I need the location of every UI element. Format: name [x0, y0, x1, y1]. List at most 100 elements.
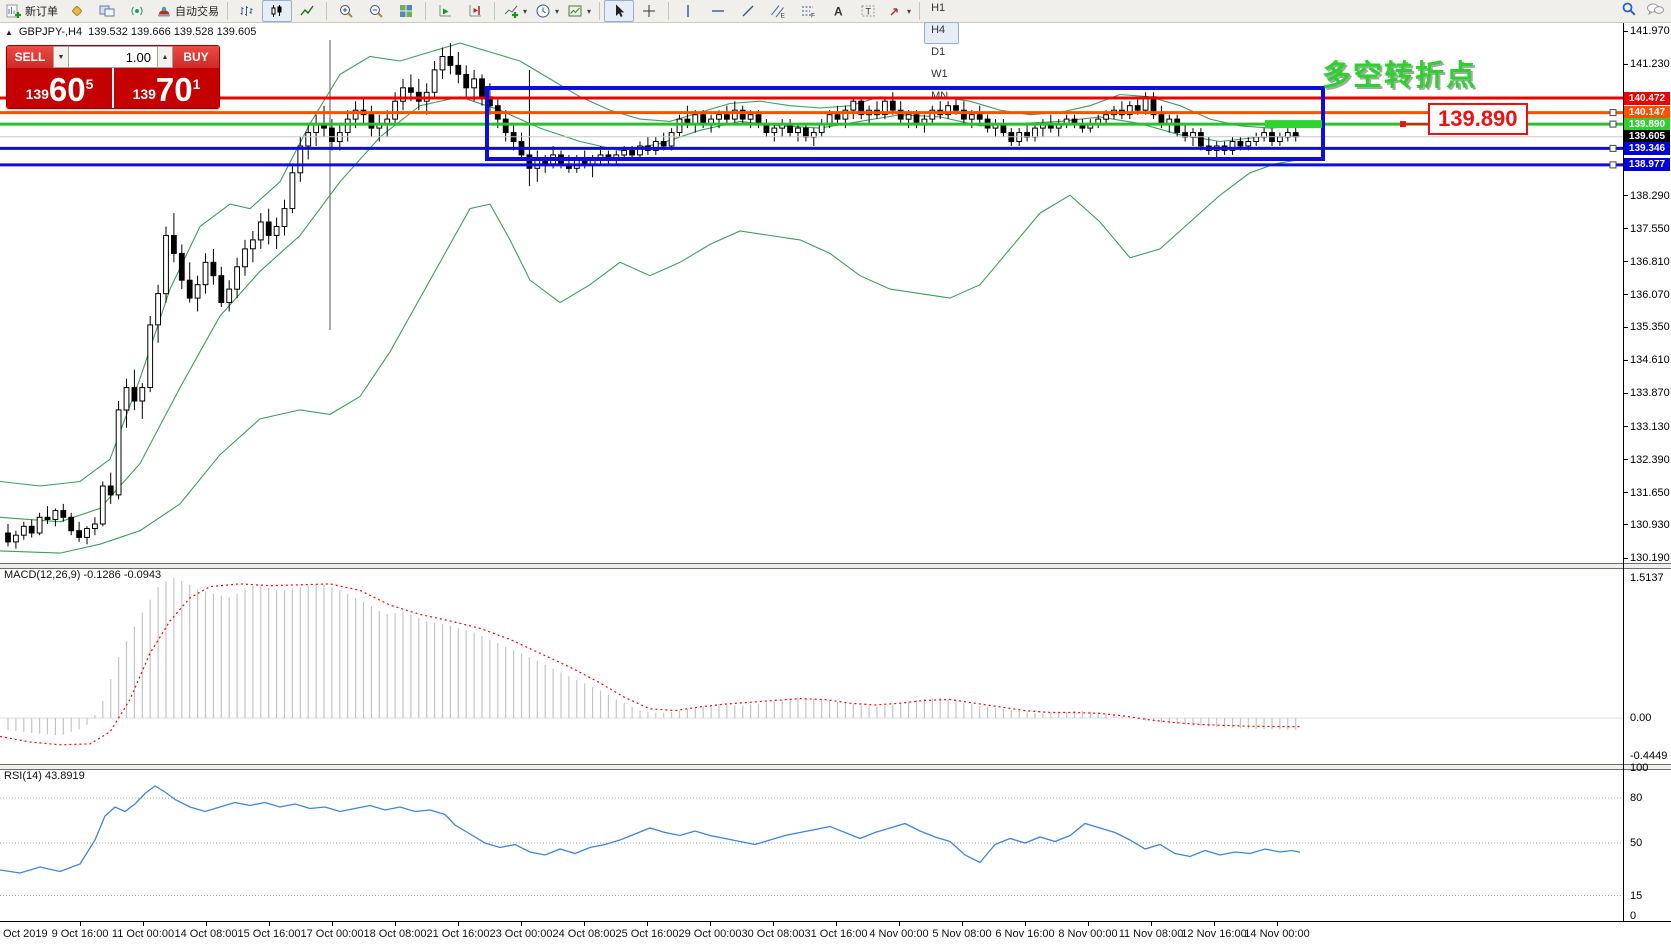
bar-chart-button[interactable]: [232, 0, 262, 22]
chart-shift-button[interactable]: [460, 0, 490, 22]
toolbar-separator: [599, 2, 601, 20]
sell-button[interactable]: SELL: [7, 46, 53, 68]
candlestick-chart-button[interactable]: [262, 0, 292, 22]
arrow-object-icon: [890, 8, 898, 16]
time-tick-mark: [836, 922, 837, 926]
toolbar: 新订单 自动交易: [0, 0, 1671, 102]
trendline-icon: [742, 5, 754, 17]
auto-scroll-icon: [439, 5, 451, 17]
horizontal-line-tool-button[interactable]: [703, 0, 733, 22]
time-tick-mark: [1088, 922, 1089, 926]
price-tick-label: 135.350: [1630, 321, 1670, 334]
time-tick-mark: [1025, 922, 1026, 926]
time-tick-mark: [647, 922, 648, 926]
time-axis-label: 29 Oct 00:00: [678, 928, 742, 940]
sell-price-sup: 5: [85, 76, 94, 92]
price-axis-border: [1623, 23, 1624, 921]
volume-input[interactable]: 1.00: [69, 46, 157, 68]
time-axis-label: 14 Oct 08:00: [174, 928, 238, 940]
time-axis-label: 17 Oct 00:00: [300, 928, 364, 940]
timeframe-button-w1[interactable]: W1: [931, 68, 948, 80]
cursor-icon: [616, 4, 625, 17]
templates-button[interactable]: ▾: [563, 0, 595, 22]
time-tick-mark: [143, 922, 144, 926]
fibonacci-tool-button[interactable]: F: [793, 0, 823, 22]
rsi-scale-label: 80: [1630, 792, 1643, 804]
one-click-trading-panel: SELL ▼ 1.00 ▲ BUY 139 60 5 139 70 1: [6, 45, 220, 109]
sell-price[interactable]: 139 60 5: [7, 68, 112, 108]
label-tool-button[interactable]: T: [853, 0, 883, 22]
volume-decrease-button[interactable]: ▼: [53, 46, 69, 68]
trendline-tool-button[interactable]: [733, 0, 763, 22]
toolbar-separator: [326, 2, 327, 20]
svg-text:T: T: [866, 7, 872, 17]
toolbar-separator: [425, 2, 426, 20]
timeframe-button-h1[interactable]: H1: [931, 2, 946, 14]
auto-trading-button[interactable]: 自动交易: [152, 0, 223, 22]
signals-button[interactable]: [122, 0, 152, 22]
macd-scale-label: 1.5137: [1630, 572, 1664, 584]
vertical-line-tool-button[interactable]: [673, 0, 703, 22]
time-axis-label: 5 Nov 08:00: [932, 928, 992, 940]
auto-trading-icon: [158, 6, 170, 17]
symbol-name: GBPJPY-,H4: [18, 26, 83, 38]
line-chart-button[interactable]: [292, 0, 322, 22]
price-tick-mark: [1623, 326, 1628, 328]
chevron-down-icon: ▾: [555, 6, 560, 16]
price-tick-label: 131.650: [1630, 486, 1670, 499]
price-badge: 139.890: [1624, 117, 1670, 131]
tile-windows-icon: [400, 5, 412, 17]
buy-button[interactable]: BUY: [173, 46, 219, 68]
chevron-down-icon: ▾: [907, 6, 912, 16]
timeframe-button-d1[interactable]: D1: [931, 46, 946, 58]
time-axis-label: 25 Oct 16:00: [615, 928, 679, 940]
price-tick-mark: [1623, 426, 1628, 427]
tile-windows-button[interactable]: [391, 0, 421, 22]
price-tick-label: 134.610: [1630, 354, 1670, 367]
buy-price[interactable]: 139 70 1: [114, 68, 219, 108]
styler-button[interactable]: [62, 0, 92, 22]
indicators-button[interactable]: ▾: [499, 0, 531, 22]
time-axis-label: 4 Nov 00:00: [869, 928, 929, 940]
new-order-button[interactable]: 新订单: [2, 0, 62, 22]
channel-tool-button[interactable]: E: [763, 0, 793, 22]
cursor-tool-button[interactable]: [604, 0, 635, 22]
price-tick-label: 136.810: [1630, 255, 1670, 268]
auto-scroll-button[interactable]: [430, 0, 460, 22]
time-tick-mark: [899, 922, 900, 926]
rsi-pane-splitter[interactable]: [0, 764, 1671, 770]
price-tick-label: 133.130: [1630, 420, 1670, 433]
volume-increase-button[interactable]: ▲: [157, 46, 173, 68]
one-click-panel-toggle[interactable]: ▲: [5, 27, 13, 37]
profiles-button[interactable]: [92, 0, 122, 22]
time-tick-mark: [773, 922, 774, 926]
zoom-in-button[interactable]: [331, 0, 361, 22]
macd-pane-splitter[interactable]: [0, 563, 1671, 569]
search-icon[interactable]: [1621, 1, 1637, 17]
line-chart-icon: [300, 5, 314, 16]
zoom-out-button[interactable]: [361, 0, 391, 22]
price-tick-mark: [1623, 359, 1628, 361]
profiles-icon: [99, 5, 115, 17]
svg-text:A: A: [834, 5, 843, 19]
price-tick-mark: [1623, 195, 1628, 197]
time-axis-label: 30 Oct 08:00: [741, 928, 805, 940]
toolbar-separator: [668, 2, 670, 20]
auto-trading-label: 自动交易: [175, 6, 219, 18]
periods-button[interactable]: ▾: [531, 0, 563, 22]
time-axis-label: 11 Nov 08:00: [1118, 928, 1184, 940]
price-tick-label: 130.930: [1630, 518, 1670, 531]
arrows-tool-button[interactable]: ▾: [883, 0, 915, 22]
text-icon: A: [834, 5, 843, 19]
crosshair-tool-button[interactable]: [634, 0, 664, 22]
macd-indicator-label: MACD(12,26,9) -0.1286 -0.0943: [4, 569, 162, 581]
time-axis-label: 6 Nov 16:00: [995, 928, 1055, 940]
rsi-scale-label: 0: [1630, 910, 1637, 922]
chat-icon[interactable]: [1645, 1, 1665, 17]
time-axis-border: [0, 921, 1671, 922]
sell-price-base: 139: [25, 86, 49, 102]
timeframe-button-h4[interactable]: H4: [924, 22, 960, 44]
text-tool-button[interactable]: A: [823, 0, 853, 22]
